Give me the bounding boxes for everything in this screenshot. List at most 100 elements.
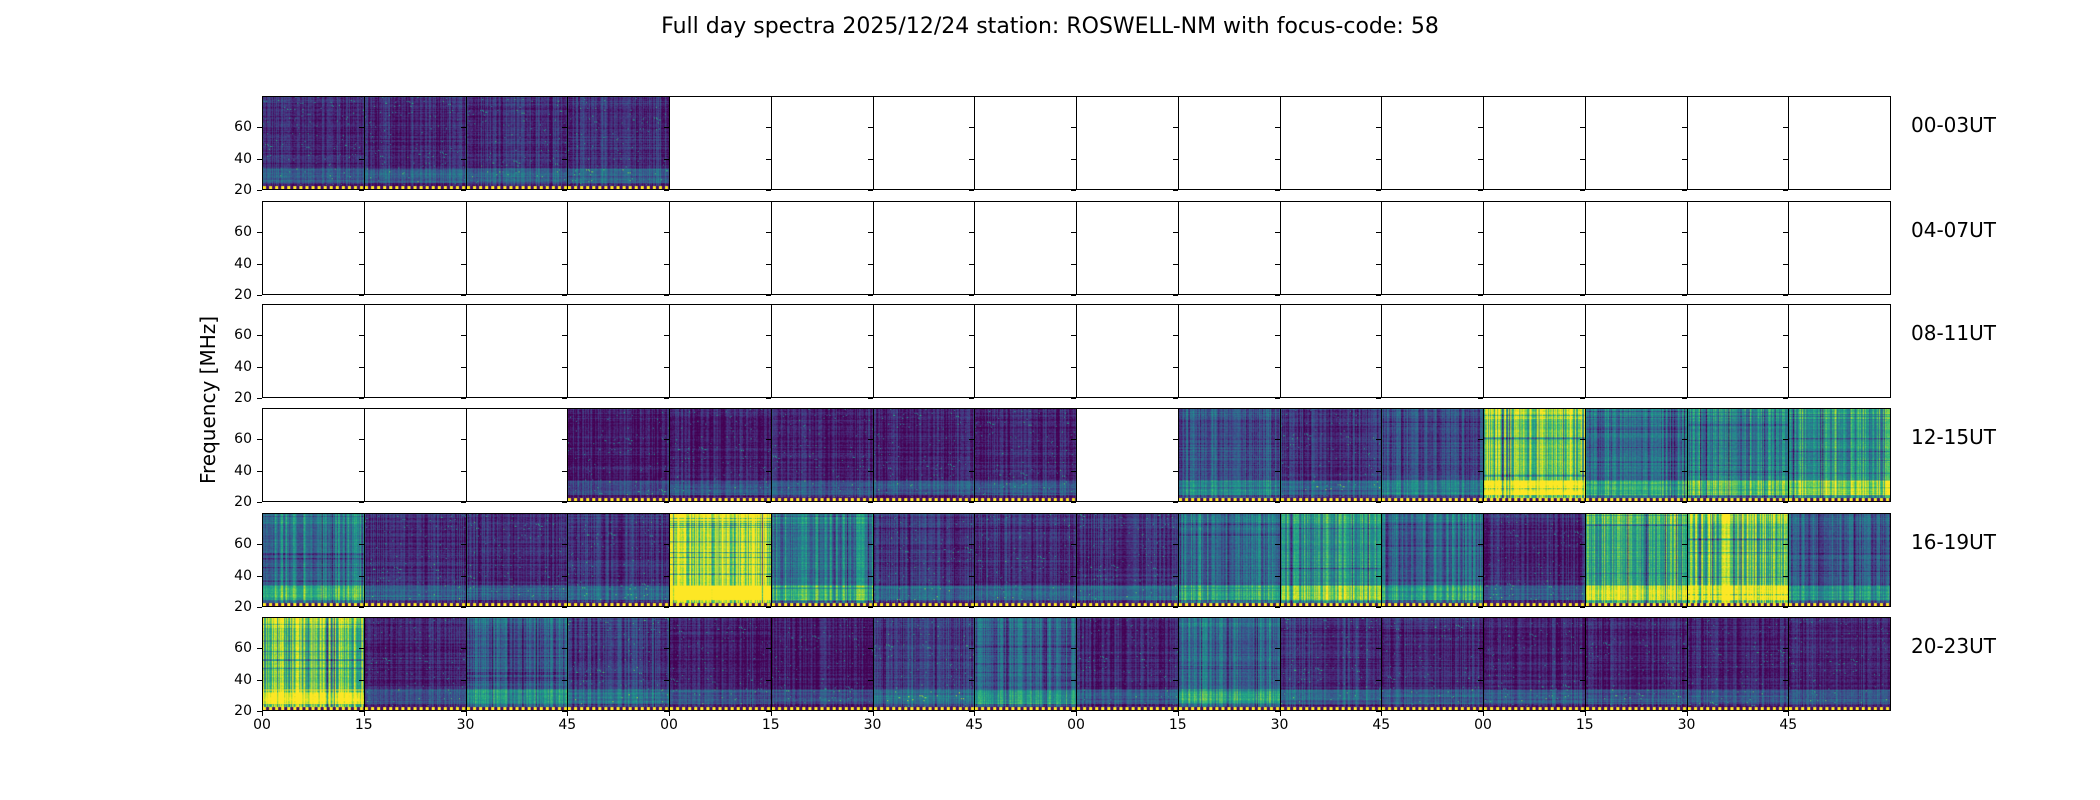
empty-spectrum-panel — [1279, 201, 1383, 295]
y-tick-label: 20 — [234, 703, 252, 719]
y-tick-mark — [1579, 232, 1585, 234]
y-tick-mark — [969, 366, 975, 368]
spectrogram-image — [1280, 514, 1382, 606]
y-tick-mark — [867, 502, 873, 503]
y-tick-mark — [257, 439, 262, 441]
spectrogram-image — [263, 618, 365, 710]
y-tick-mark — [460, 575, 466, 577]
x-tick-label: 30 — [1677, 717, 1696, 733]
y-tick-mark — [1579, 263, 1585, 265]
y-tick-mark — [867, 158, 873, 160]
y-tick-mark — [257, 502, 262, 503]
y-tick-mark — [1579, 502, 1585, 503]
y-tick-mark — [867, 544, 873, 546]
spectrogram-image — [568, 97, 670, 189]
y-tick-label: 40 — [234, 462, 252, 479]
y-tick-mark — [460, 502, 466, 503]
empty-spectrum-panel — [770, 96, 874, 190]
spectrogram-image — [466, 514, 568, 606]
y-tick-mark — [664, 158, 669, 160]
spectrogram-image — [364, 514, 466, 606]
y-tick-mark — [765, 263, 771, 265]
spectrogram-image — [1382, 409, 1484, 501]
spectrum-panel — [1483, 513, 1587, 607]
y-tick-mark — [1071, 470, 1076, 472]
y-tick-mark — [1172, 158, 1178, 160]
y-tick-mark — [1172, 335, 1178, 337]
y-tick-mark — [1274, 127, 1280, 129]
empty-spectrum-panel — [465, 408, 569, 502]
y-tick-mark — [765, 366, 771, 368]
x-tick-label: 30 — [1270, 717, 1289, 733]
y-tick-mark — [867, 398, 873, 399]
y-tick-mark — [1071, 295, 1076, 296]
y-tick-mark — [664, 398, 669, 399]
spectrum-panel — [1686, 513, 1790, 607]
empty-spectrum-panel — [1279, 96, 1383, 190]
y-tick-mark — [257, 607, 262, 608]
y-tick-mark — [1783, 470, 1789, 472]
y-tick-label: 20 — [234, 287, 252, 303]
y-tick-label: 20 — [234, 599, 252, 615]
empty-spectrum-panel — [465, 201, 569, 295]
spectrogram-image — [1484, 409, 1586, 501]
empty-spectrum-panel — [1483, 96, 1587, 190]
spectrum-panel — [974, 617, 1078, 711]
y-tick-mark — [969, 232, 975, 234]
y-tick-mark — [1478, 366, 1483, 368]
y-tick-mark — [867, 366, 873, 368]
y-tick-mark — [562, 190, 568, 191]
y-tick-mark — [1478, 439, 1483, 441]
spectrogram-image — [1077, 618, 1179, 710]
spectrogram-image — [1687, 409, 1789, 501]
y-tick-mark — [765, 398, 771, 399]
x-tick-label: 00 — [660, 717, 678, 733]
x-tick-mark — [1686, 711, 1688, 716]
y-tick-mark — [1071, 711, 1076, 712]
y-tick-mark — [257, 679, 262, 681]
y-tick-mark — [1783, 711, 1789, 712]
y-tick-mark — [969, 263, 975, 265]
y-tick-mark — [1071, 158, 1076, 160]
y-tick-mark — [1478, 295, 1483, 296]
spectrum-panel — [1177, 617, 1281, 711]
empty-spectrum-panel — [363, 201, 467, 295]
y-tick-mark — [257, 190, 262, 191]
y-tick-mark — [1579, 398, 1585, 399]
y-tick-mark — [1071, 439, 1076, 441]
y-tick-mark — [765, 470, 771, 472]
y-tick-mark — [1172, 232, 1178, 234]
y-tick-mark — [1172, 648, 1178, 650]
spectrum-panel — [1483, 617, 1587, 711]
y-tick-mark — [1681, 711, 1687, 712]
y-tick-mark — [562, 232, 568, 234]
y-tick-mark — [664, 439, 669, 441]
empty-spectrum-panel — [1584, 304, 1688, 398]
spectrum-panel — [1381, 513, 1485, 607]
row-label: 20-23UT — [1911, 634, 1996, 658]
empty-spectrum-panel — [1788, 201, 1892, 295]
y-tick-mark — [1376, 711, 1382, 712]
y-tick-mark — [1579, 158, 1585, 160]
y-tick-mark — [1579, 335, 1585, 337]
y-tick-mark — [358, 711, 364, 712]
y-tick-mark — [358, 127, 364, 129]
y-tick-mark — [1783, 190, 1789, 191]
spectrogram-image — [1178, 514, 1280, 606]
y-tick-mark — [1478, 502, 1483, 503]
y-tick-mark — [765, 232, 771, 234]
spectrum-panel — [567, 408, 671, 502]
y-tick-mark — [664, 470, 669, 472]
spectrum-panel — [770, 617, 874, 711]
spectrum-panel — [1381, 617, 1485, 711]
x-tick-mark — [669, 711, 670, 716]
y-tick-mark — [257, 366, 262, 368]
y-tick-mark — [1071, 544, 1076, 546]
empty-spectrum-panel — [1381, 304, 1485, 398]
y-tick-mark — [358, 544, 364, 546]
y-tick-mark — [460, 439, 466, 441]
empty-spectrum-panel — [974, 304, 1078, 398]
y-tick-mark — [1783, 366, 1789, 368]
empty-spectrum-panel — [1686, 96, 1790, 190]
y-tick-mark — [664, 575, 669, 577]
